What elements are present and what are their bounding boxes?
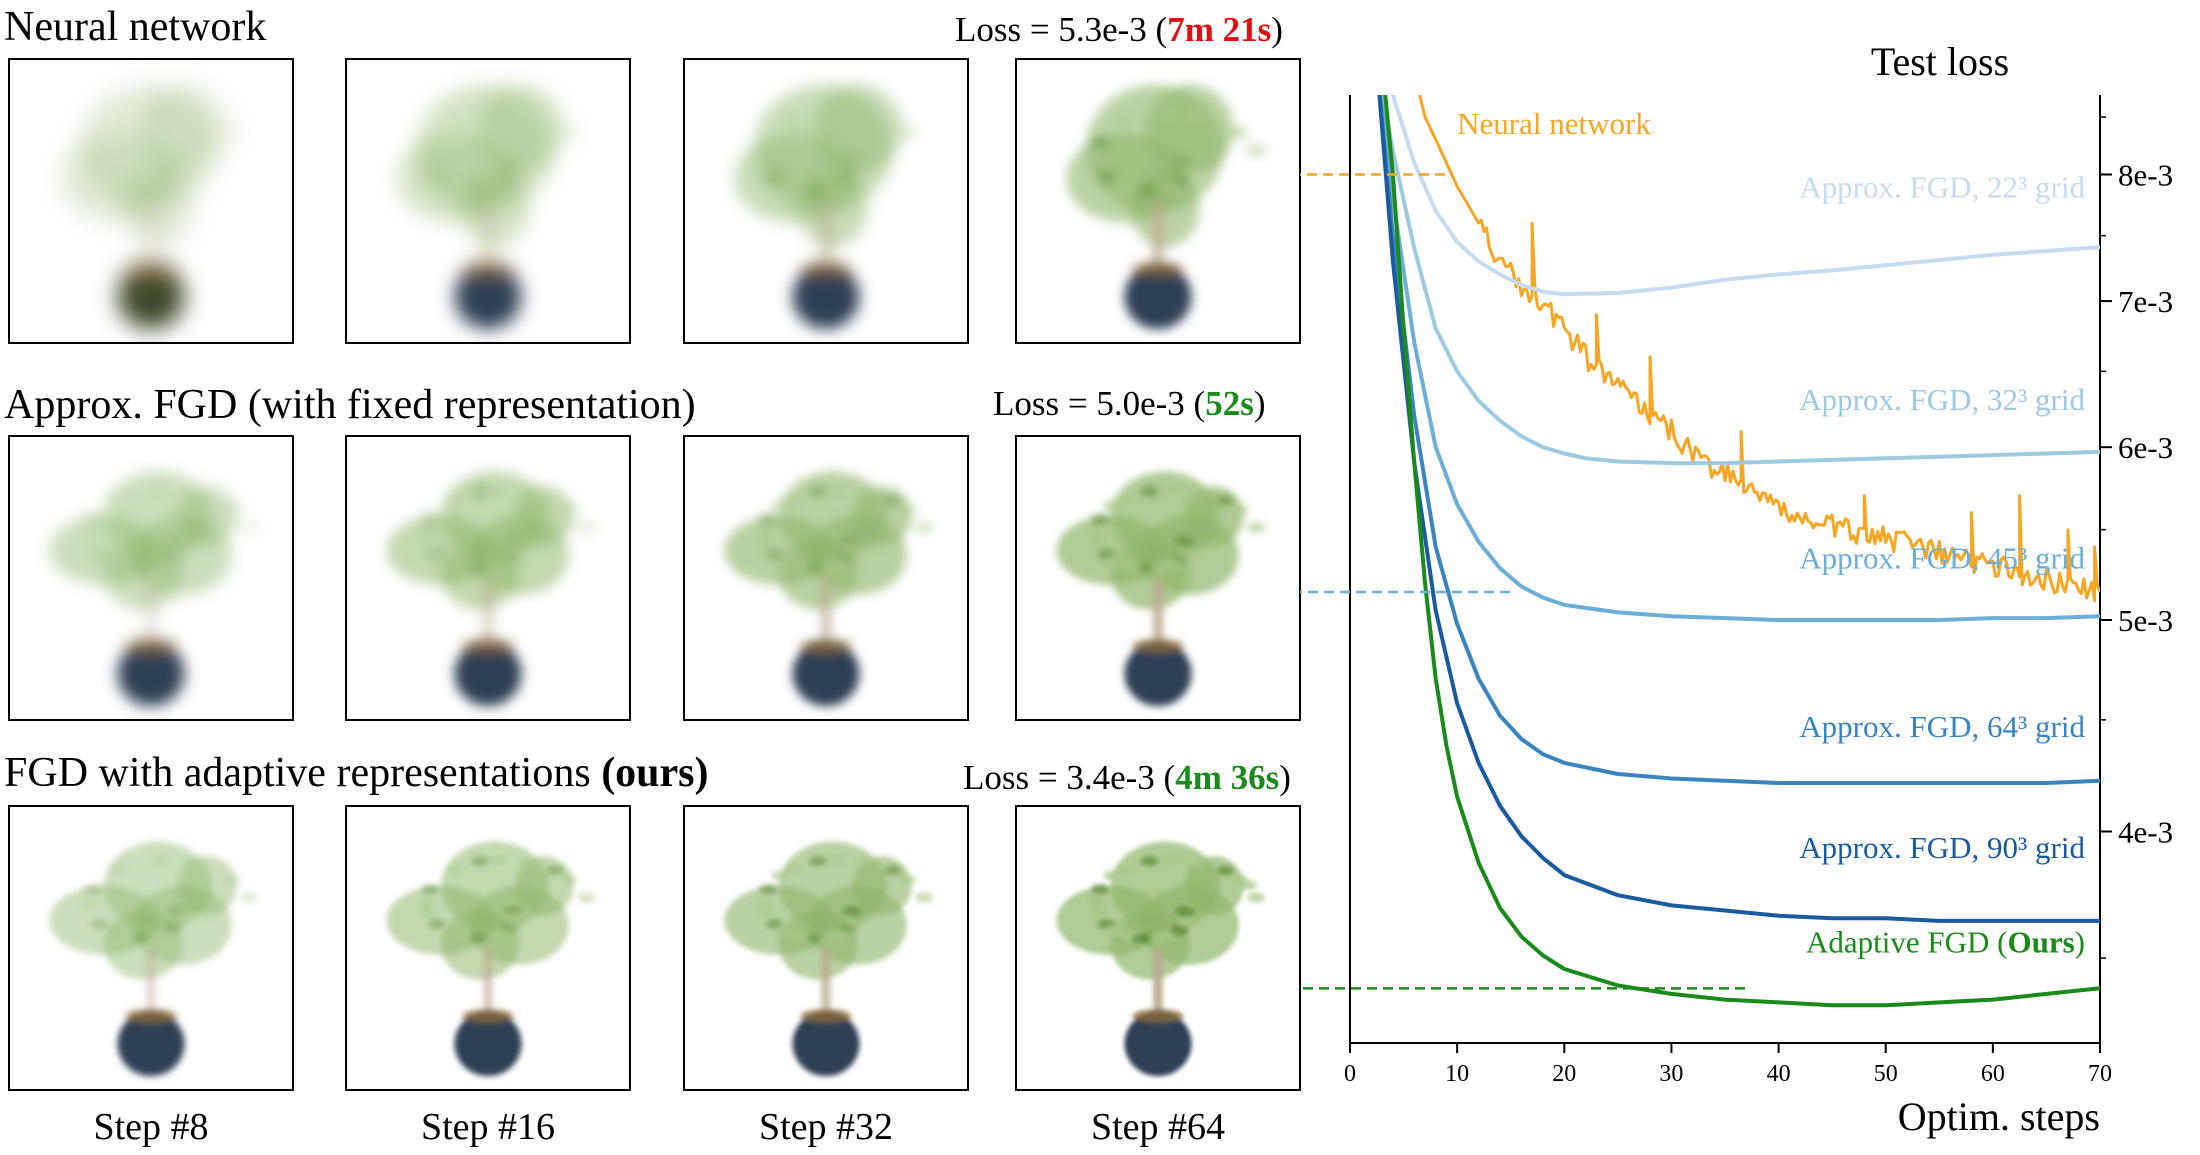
y-tick-label: 6e-3 xyxy=(2118,430,2173,465)
series-label-0: Neural network xyxy=(1457,106,1651,141)
series-label-2: Approx. FGD, 32³ grid xyxy=(1799,382,2085,417)
render-approx-fgd-step-16 xyxy=(345,435,631,721)
x-tick-label: 70 xyxy=(2088,1061,2112,1087)
series-line-3 xyxy=(1378,95,2100,622)
plant-render xyxy=(724,471,934,707)
step-label-32: Step #32 xyxy=(758,1106,894,1148)
render-approx-fgd-step-64 xyxy=(1015,435,1301,721)
step-label-64: Step #64 xyxy=(1090,1106,1226,1148)
series-label-1: Approx. FGD, 22³ grid xyxy=(1799,169,2085,204)
series-label-4: Approx. FGD, 64³ grid xyxy=(1799,709,2085,744)
plant-render xyxy=(49,841,259,1077)
loss-time-approx-fgd: 52s xyxy=(1205,384,1254,423)
render-neural-step-16 xyxy=(345,58,631,344)
series-label-6: Adaptive FGD (Ours) xyxy=(1806,925,2085,960)
series-label-5: Approx. FGD, 90³ grid xyxy=(1799,830,2085,865)
x-tick-label: 0 xyxy=(1344,1061,1356,1087)
step-label-8: Step #8 xyxy=(93,1106,209,1148)
test-loss-chart: Test loss 0 10 20 30 40 50 60 70 Optim. steps 4e-3… xyxy=(1300,39,2173,1139)
loss-line-approx-fgd: Loss = 5.0e-3 (52s) xyxy=(993,384,1266,423)
y-tick-label: 5e-3 xyxy=(2118,603,2173,638)
step-label-16: Step #16 xyxy=(420,1106,556,1148)
y-tick-label: 7e-3 xyxy=(2118,284,2173,319)
render-adaptive-fgd-step-8 xyxy=(8,805,294,1091)
render-neural-step-32 xyxy=(683,58,969,344)
series-line-1 xyxy=(1390,95,2100,297)
loss-line-neural: Loss = 5.3e-3 (7m 21s) xyxy=(955,10,1283,49)
loss-time-neural: 7m 21s xyxy=(1167,10,1272,49)
series-label-3: Approx. FGD, 45³ grid xyxy=(1799,540,2085,575)
row-title-adaptive-fgd: FGD with adaptive representations (ours) xyxy=(4,750,709,796)
y-tick-label: 8e-3 xyxy=(2118,158,2173,193)
plant-render xyxy=(734,84,916,330)
render-approx-fgd-step-8 xyxy=(8,435,294,721)
plant-render xyxy=(386,471,596,707)
x-axis-label: Optim. steps xyxy=(1898,1094,2100,1139)
plant-render xyxy=(1066,84,1266,330)
plant-render xyxy=(59,84,241,330)
render-adaptive-fgd-step-32 xyxy=(683,805,969,1091)
plot-area xyxy=(1377,95,2100,1008)
render-approx-fgd-step-32 xyxy=(683,435,969,721)
series-line-6 xyxy=(1383,95,2100,1008)
render-neural-step-64 xyxy=(1015,58,1301,344)
loss-time-adaptive-fgd: 4m 36s xyxy=(1175,758,1280,797)
row-title-approx-fgd: Approx. FGD (with fixed representation) xyxy=(4,382,696,428)
render-adaptive-fgd-step-16 xyxy=(345,805,631,1091)
y-tick-label: 4e-3 xyxy=(2118,814,2173,849)
x-tick-label: 50 xyxy=(1874,1061,1898,1087)
series-line-4 xyxy=(1377,95,2100,785)
render-neural-step-8 xyxy=(8,58,294,344)
chart-title: Test loss xyxy=(1871,39,2009,84)
plant-render xyxy=(386,841,596,1077)
x-tick-label: 40 xyxy=(1767,1061,1791,1087)
render-adaptive-fgd-step-64 xyxy=(1015,805,1301,1091)
x-tick-label: 10 xyxy=(1445,1061,1469,1087)
row-title-neural: Neural network xyxy=(4,4,267,50)
x-tick-label: 30 xyxy=(1659,1061,1683,1087)
series-line-0 xyxy=(1418,95,2100,603)
plant-render xyxy=(1056,841,1266,1077)
plant-render xyxy=(1056,471,1266,707)
plant-render xyxy=(49,471,259,707)
plant-render xyxy=(724,841,934,1077)
x-tick-label: 20 xyxy=(1552,1061,1576,1087)
series-line-2 xyxy=(1380,95,2100,466)
loss-line-adaptive-fgd: Loss = 3.4e-3 (4m 36s) xyxy=(963,758,1291,797)
x-tick-label: 60 xyxy=(1981,1061,2005,1087)
plant-render xyxy=(396,84,578,330)
series-line-5 xyxy=(1377,95,2100,923)
